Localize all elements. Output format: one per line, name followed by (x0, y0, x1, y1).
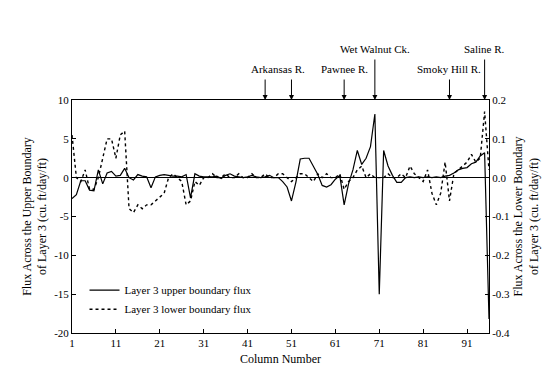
svg-text:10: 10 (58, 94, 70, 106)
svg-text:-10: -10 (54, 249, 69, 261)
svg-text:-0.1: -0.1 (492, 210, 509, 222)
svg-text:5: 5 (63, 133, 69, 145)
svg-text:Layer 3 lower boundary flux: Layer 3 lower boundary flux (125, 303, 252, 315)
svg-text:Saline R.: Saline R. (464, 43, 505, 55)
svg-text:-0.3: -0.3 (492, 288, 510, 300)
svg-text:-5: -5 (60, 210, 70, 222)
svg-text:0: 0 (63, 172, 69, 184)
svg-text:51: 51 (286, 337, 297, 349)
svg-text:Wet Walnut Ck.: Wet Walnut Ck. (340, 43, 410, 55)
svg-text:61: 61 (330, 337, 341, 349)
svg-text:21: 21 (154, 337, 165, 349)
svg-text:Flux Across the Lower Boundary: Flux Across the Lower Boundaryof Layer 3… (511, 137, 541, 297)
svg-text:11: 11 (111, 337, 122, 349)
svg-text:71: 71 (374, 337, 385, 349)
svg-text:-0.4: -0.4 (492, 327, 510, 339)
svg-text:91: 91 (462, 337, 473, 349)
svg-text:-0.2: -0.2 (492, 249, 509, 261)
svg-text:Flux Across the Upper Boundary: Flux Across the Upper Boundaryof Layer 3… (20, 137, 50, 296)
svg-text:Layer 3 upper boundary flux: Layer 3 upper boundary flux (125, 284, 252, 296)
svg-text:81: 81 (418, 337, 429, 349)
svg-text:Column Number: Column Number (240, 352, 321, 366)
svg-text:41: 41 (242, 337, 253, 349)
svg-text:1: 1 (69, 337, 75, 349)
svg-text:Smoky Hill R.: Smoky Hill R. (417, 63, 481, 75)
svg-text:Arkansas R.: Arkansas R. (251, 63, 305, 75)
svg-text:Pawnee R.: Pawnee R. (321, 63, 368, 75)
svg-text:31: 31 (198, 337, 209, 349)
svg-text:0.1: 0.1 (492, 133, 506, 145)
svg-text:-20: -20 (54, 327, 69, 339)
svg-text:-15: -15 (54, 288, 69, 300)
svg-text:0.2: 0.2 (492, 94, 506, 106)
svg-text:0.0: 0.0 (492, 172, 506, 184)
